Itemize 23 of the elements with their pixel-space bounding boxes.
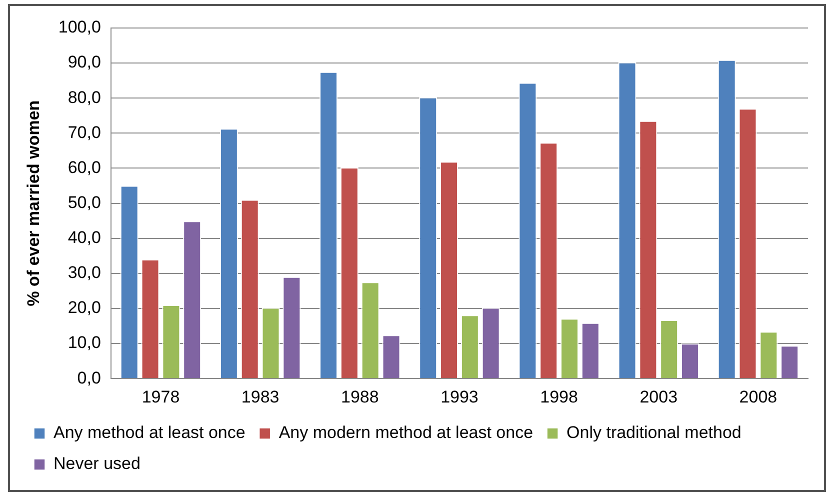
legend-label: Any method at least once [54,423,246,442]
y-axis-title: % of ever married women [24,100,43,306]
y-tick-label: 60,0 [68,158,101,177]
x-tick-label: 1978 [142,387,180,406]
y-tick-label: 70,0 [68,122,101,142]
y-tick-label: 50,0 [68,192,101,212]
x-tick-label: 1983 [241,387,280,406]
x-tick-label: 2008 [739,387,778,406]
y-tick-label: 40,0 [68,228,101,248]
legend-label: Any modern method at least once [278,423,534,442]
x-tick-label: 1998 [540,387,578,406]
y-tick-label: 20,0 [68,298,101,318]
x-tick-label: 2003 [640,387,678,406]
x-tick-label: 1993 [440,387,478,406]
y-tick-label: 30,0 [68,263,101,282]
legend-label: Never used [54,454,140,474]
y-tick-label: 0,0 [77,368,101,388]
legend-label: Only traditional method [566,423,742,442]
x-tick-label: 1988 [340,387,379,406]
y-tick-label: 10,0 [68,333,101,352]
y-tick-label: 90,0 [68,52,101,72]
y-tick-label: 80,0 [68,88,101,107]
y-tick-label: 100,0 [58,18,101,37]
